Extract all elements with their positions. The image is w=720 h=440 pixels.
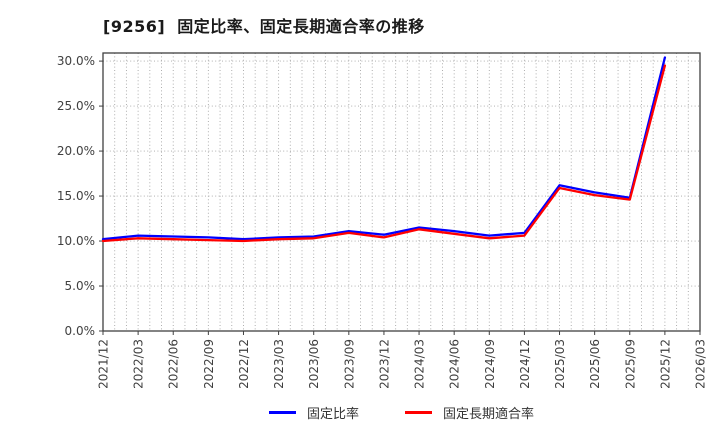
legend-item-fixed-long-term-ratio: 固定長期適合率 (405, 403, 534, 422)
x-tick-label: 2025/12 (658, 339, 672, 389)
y-tick-label: 10.0% (57, 234, 95, 248)
y-tick-label: 25.0% (57, 99, 95, 113)
plot-border (102, 52, 701, 332)
x-tick-label: 2023/12 (377, 339, 391, 389)
x-tick-label: 2022/06 (167, 339, 181, 389)
x-tick-label: 2025/09 (623, 339, 637, 389)
x-tick-label: 2023/06 (307, 339, 321, 389)
y-tick-label: 20.0% (57, 144, 95, 158)
chart-title: [9256] 固定比率、固定長期適合率の推移 (103, 17, 425, 36)
x-tick-label: 2022/03 (132, 339, 146, 389)
x-tick-label: 2022/12 (237, 339, 251, 389)
x-tick-label: 2024/06 (448, 339, 462, 389)
x-tick-label: 2026/03 (694, 339, 708, 389)
x-tick-label: 2024/09 (483, 339, 497, 389)
x-tick-label: 2023/03 (272, 339, 286, 389)
legend-label-fixed-long-term-ratio: 固定長期適合率 (443, 407, 535, 422)
legend-item-fixed-ratio: 固定比率 (268, 403, 359, 422)
legend-line-swatch-fixed-ratio (268, 411, 296, 414)
x-tick-label: 2025/06 (588, 339, 602, 389)
y-tick-label: 0.0% (65, 324, 96, 338)
x-tick-label: 2023/09 (342, 339, 356, 389)
y-tick-label: 5.0% (65, 279, 96, 293)
legend-line-swatch-fixed-long-term-ratio (405, 411, 432, 414)
x-tick-label: 2025/03 (553, 339, 567, 389)
x-tick-label: 2022/09 (202, 339, 216, 389)
legend-label-fixed-ratio: 固定比率 (306, 407, 359, 422)
x-tick-label: 2021/12 (97, 339, 111, 389)
legend: 固定比率 固定長期適合率 (103, 403, 700, 422)
series-line-fixed-long-term-ratio (101, 64, 667, 243)
series-line-fixed-ratio (101, 56, 667, 241)
x-tick-label: 2024/03 (413, 339, 427, 389)
y-tick-label: 30.0% (57, 54, 95, 68)
y-tick-label: 15.0% (57, 189, 95, 203)
x-tick-label: 2024/12 (518, 339, 532, 389)
